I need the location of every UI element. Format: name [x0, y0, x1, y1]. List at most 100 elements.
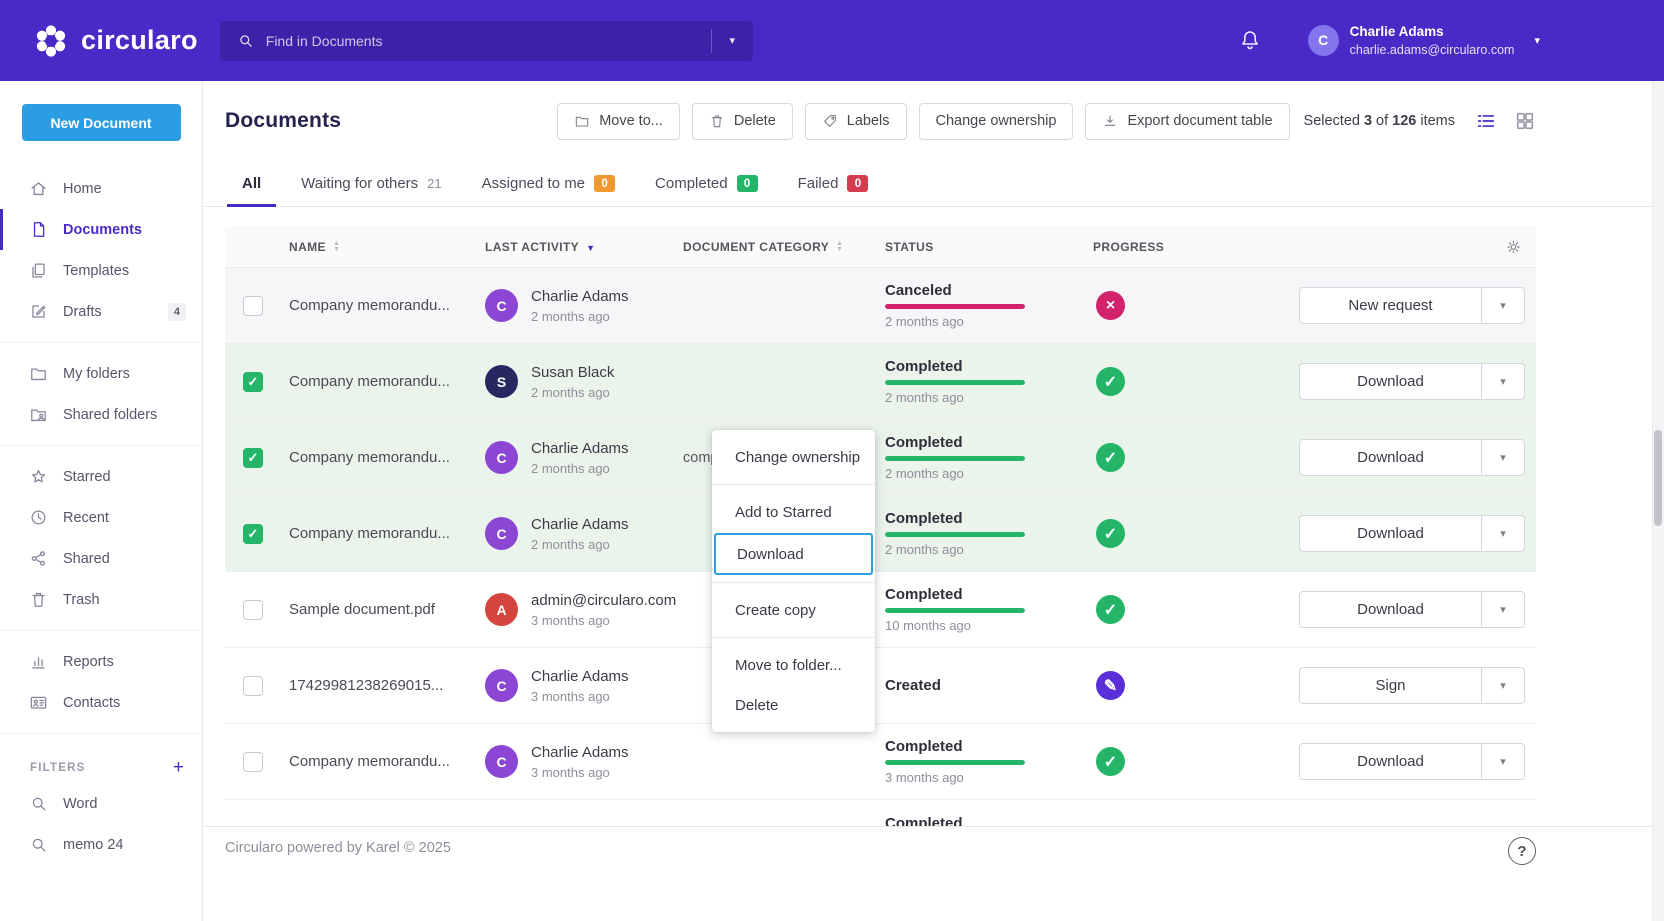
row-checkbox[interactable] — [243, 372, 263, 392]
row-action-dropdown[interactable] — [1482, 288, 1524, 323]
row-action-button[interactable]: Download — [1300, 592, 1482, 627]
sort-icon — [333, 241, 340, 253]
table-row[interactable]: 17429981238269015... C Charlie Adams 3 m… — [225, 648, 1536, 724]
row-action-dropdown[interactable] — [1482, 440, 1524, 475]
row-action-dropdown[interactable] — [1482, 592, 1524, 627]
sidebar-item-contacts[interactable]: Contacts — [0, 682, 202, 723]
sidebar-item-drafts[interactable]: Drafts 4 — [0, 291, 202, 332]
grid-view-button[interactable] — [1514, 110, 1536, 132]
sidebar-item-my-folders[interactable]: My folders — [0, 353, 202, 394]
table-row[interactable]: Company memorandu... S Susan Black 2 mon… — [225, 344, 1536, 420]
status-label: Completed — [885, 738, 1093, 755]
status-progress-bar — [885, 456, 1025, 461]
sidebar-filter-memo-24[interactable]: memo 24 — [0, 824, 202, 865]
search-scope-dropdown[interactable] — [711, 29, 753, 53]
column-header-name[interactable]: NAME — [289, 240, 485, 254]
trash-icon — [709, 113, 725, 129]
table-row[interactable]: Sample document.pdf A admin@circularo.co… — [225, 572, 1536, 648]
shared-folder-icon — [29, 405, 48, 424]
row-checkbox[interactable] — [243, 676, 263, 696]
user-menu[interactable]: C Charlie Adams charlie.adams@circularo.… — [1308, 23, 1540, 58]
tab-completed[interactable]: Completed 0 — [640, 161, 773, 206]
status-time: 2 months ago — [885, 314, 1093, 329]
list-view-button[interactable] — [1475, 110, 1497, 132]
app-logo-text: circularo — [81, 25, 198, 56]
row-action-button[interactable]: Download — [1300, 516, 1482, 551]
row-action-dropdown[interactable] — [1482, 364, 1524, 399]
export-table-button[interactable]: Export document table — [1085, 103, 1289, 140]
row-checkbox[interactable] — [243, 296, 263, 316]
sidebar-item-recent[interactable]: Recent — [0, 497, 202, 538]
context-menu-item-create-copy[interactable]: Create copy — [712, 590, 875, 630]
context-menu-item-delete[interactable]: Delete — [712, 685, 875, 725]
help-button[interactable]: ? — [1508, 837, 1536, 865]
table-row[interactable]: Company memorandu... C Charlie Adams 2 m… — [225, 420, 1536, 496]
sidebar-item-home[interactable]: Home — [0, 168, 202, 209]
sidebar-item-shared[interactable]: Shared — [0, 538, 202, 579]
row-action-dropdown[interactable] — [1482, 516, 1524, 551]
table-settings-button[interactable] — [1505, 238, 1522, 255]
status-label: Completed — [885, 586, 1093, 603]
tab-all[interactable]: All — [227, 161, 276, 206]
context-menu-item-move-to-folder[interactable]: Move to folder... — [712, 645, 875, 685]
home-icon — [29, 179, 48, 198]
sidebar-item-shared-folders[interactable]: Shared folders — [0, 394, 202, 435]
activity-time: 3 months ago — [531, 689, 629, 704]
tab-failed[interactable]: Failed 0 — [783, 161, 884, 206]
scrollbar-thumb[interactable] — [1654, 430, 1662, 526]
avatar: C — [485, 289, 518, 322]
context-menu-item-download[interactable]: Download — [714, 533, 873, 575]
row-checkbox[interactable] — [243, 524, 263, 544]
progress-icon: ✓ — [1096, 519, 1125, 548]
row-checkbox[interactable] — [243, 600, 263, 620]
sidebar-item-reports[interactable]: Reports — [0, 641, 202, 682]
sidebar-filter-word[interactable]: Word — [0, 783, 202, 824]
sidebar-item-trash[interactable]: Trash — [0, 579, 202, 620]
activity-time: 2 months ago — [531, 385, 614, 400]
change-ownership-button[interactable]: Change ownership — [919, 103, 1074, 140]
sidebar-item-label: Templates — [63, 263, 129, 279]
row-action-button[interactable]: New request — [1300, 288, 1482, 323]
sidebar-item-label: Word — [63, 796, 97, 812]
sidebar-item-templates[interactable]: Templates — [0, 250, 202, 291]
row-action-button[interactable]: Sign — [1300, 668, 1482, 703]
tab-waiting-for-others[interactable]: Waiting for others 21 — [286, 161, 456, 206]
reports-icon — [29, 652, 48, 671]
sidebar-divider — [0, 342, 202, 343]
notifications-button[interactable] — [1238, 28, 1262, 52]
user-name: Charlie Adams — [1350, 23, 1515, 42]
page-header: Documents Move to... Delete Labels Chang… — [203, 81, 1664, 161]
status-progress-bar — [885, 532, 1025, 537]
delete-button[interactable]: Delete — [692, 103, 793, 140]
table-row[interactable]: Company memorandu... C Charlie Adams 3 m… — [225, 724, 1536, 800]
row-checkbox[interactable] — [243, 448, 263, 468]
table-row[interactable]: Company memorandu... C Charlie Adams 2 m… — [225, 496, 1536, 572]
row-checkbox[interactable] — [243, 752, 263, 772]
document-name: Company memorandu... — [289, 373, 450, 390]
context-menu-item-add-to-starred[interactable]: Add to Starred — [712, 492, 875, 532]
move-to-button[interactable]: Move to... — [557, 103, 680, 140]
labels-button[interactable]: Labels — [805, 103, 907, 140]
row-action-button[interactable]: Download — [1300, 364, 1482, 399]
new-document-button[interactable]: New Document — [22, 104, 181, 141]
sidebar-item-starred[interactable]: Starred — [0, 456, 202, 497]
tab-assigned-to-me[interactable]: Assigned to me 0 — [467, 161, 630, 206]
row-action-dropdown[interactable] — [1482, 668, 1524, 703]
search-input[interactable] — [266, 33, 711, 49]
column-header-document-category[interactable]: DOCUMENT CATEGORY — [683, 240, 885, 254]
sidebar-item-label: Recent — [63, 510, 109, 526]
document-name: Company memorandu... — [289, 525, 450, 542]
table-row[interactable]: Completed — [225, 800, 1536, 826]
table-row[interactable]: Company memorandu... C Charlie Adams 2 m… — [225, 268, 1536, 344]
document-icon — [29, 220, 48, 239]
status-time: 10 months ago — [885, 618, 1093, 633]
add-filter-button[interactable]: + — [173, 758, 184, 777]
progress-icon: × — [1096, 291, 1125, 320]
column-header-last-activity[interactable]: LAST ACTIVITY — [485, 240, 683, 254]
context-menu-item-change-ownership[interactable]: Change ownership — [712, 437, 875, 477]
global-search[interactable] — [220, 21, 753, 61]
row-action-dropdown[interactable] — [1482, 744, 1524, 779]
row-action-button[interactable]: Download — [1300, 440, 1482, 475]
sidebar-item-documents[interactable]: Documents — [0, 209, 202, 250]
row-action-button[interactable]: Download — [1300, 744, 1482, 779]
